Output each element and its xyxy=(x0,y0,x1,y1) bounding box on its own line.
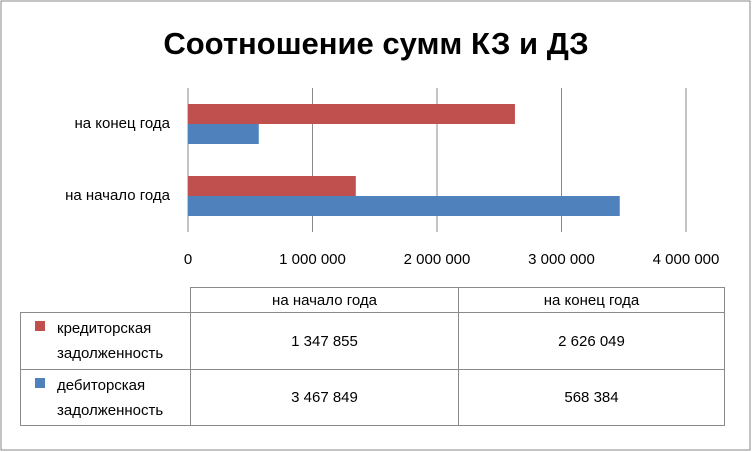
legend-marker xyxy=(35,321,45,331)
x-tick-label: 2 000 000 xyxy=(404,251,471,268)
y-tick-label: на начало года xyxy=(65,187,171,204)
x-tick-label: 1 000 000 xyxy=(279,251,346,268)
legend-cell: кредиторская задолженность xyxy=(20,312,191,370)
chart-title: Соотношение сумм КЗ и ДЗ xyxy=(163,26,588,61)
x-tick-label: 3 000 000 xyxy=(528,251,595,268)
bar xyxy=(188,104,515,124)
table-value: 2 626 049 xyxy=(458,312,725,370)
x-tick-label: 4 000 000 xyxy=(653,251,720,268)
legend-cell: дебиторская задолженность xyxy=(20,369,191,426)
table-value: 568 384 xyxy=(458,369,725,426)
x-tick-label: 0 xyxy=(184,251,192,268)
table-header: на конец года xyxy=(458,287,725,313)
table-value: 3 467 849 xyxy=(190,369,459,426)
table-value: 1 347 855 xyxy=(190,312,459,370)
legend-label: кредиторская задолженность xyxy=(57,320,164,362)
table-header: на начало года xyxy=(190,287,459,313)
bar xyxy=(188,196,620,216)
y-tick-label: на конец года xyxy=(74,115,170,132)
legend-label: дебиторская задолженность xyxy=(57,376,164,419)
legend-marker xyxy=(35,378,45,388)
bar xyxy=(188,124,259,144)
bar xyxy=(188,176,356,196)
